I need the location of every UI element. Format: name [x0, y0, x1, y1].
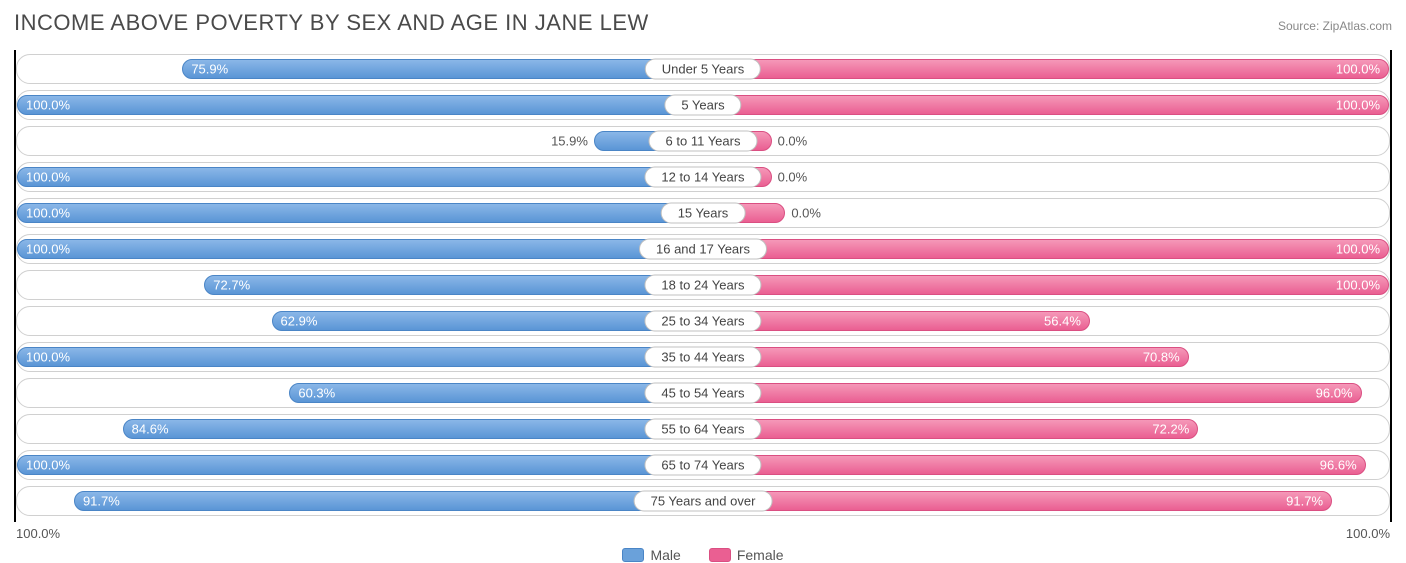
- male-bar: 100.0%: [17, 203, 703, 223]
- male-value-label: 62.9%: [281, 314, 318, 329]
- female-bar: 70.8%: [703, 347, 1189, 367]
- category-label: Under 5 Years: [645, 59, 761, 80]
- male-swatch-icon: [622, 548, 644, 562]
- female-swatch-icon: [709, 548, 731, 562]
- male-bar: 84.6%: [123, 419, 703, 439]
- category-label: 5 Years: [664, 95, 741, 116]
- male-bar: 91.7%: [74, 491, 703, 511]
- male-value-label: 100.0%: [26, 98, 70, 113]
- chart-row: 100.0% 100.0% 16 and 17 Years: [16, 234, 1390, 264]
- female-value-label: 72.2%: [1152, 422, 1189, 437]
- female-value-label: 96.6%: [1320, 458, 1357, 473]
- male-value-label: 91.7%: [83, 494, 120, 509]
- female-value-label: 91.7%: [1286, 494, 1323, 509]
- male-value-label: 100.0%: [26, 170, 70, 185]
- female-value-label: 0.0%: [778, 134, 808, 149]
- male-value-label: 100.0%: [26, 206, 70, 221]
- female-value-label: 0.0%: [778, 170, 808, 185]
- chart-row: 15.9% 0.0% 6 to 11 Years: [16, 126, 1390, 156]
- male-bar: 72.7%: [204, 275, 703, 295]
- male-bar: 100.0%: [17, 167, 703, 187]
- female-bar: 100.0%: [703, 59, 1389, 79]
- chart-row: 100.0% 96.6% 65 to 74 Years: [16, 450, 1390, 480]
- chart-area: 75.9% 100.0% Under 5 Years 100.0% 100.0% 5 Ye…: [14, 50, 1392, 522]
- chart-row: 60.3% 96.0% 45 to 54 Years: [16, 378, 1390, 408]
- axis-right-label: 100.0%: [1346, 526, 1390, 541]
- male-value-label: 75.9%: [191, 62, 228, 77]
- female-bar: 100.0%: [703, 275, 1389, 295]
- legend-female-label: Female: [737, 547, 784, 563]
- female-value-label: 100.0%: [1336, 278, 1380, 293]
- male-value-label: 84.6%: [132, 422, 169, 437]
- legend-female: Female: [709, 547, 784, 563]
- female-value-label: 0.0%: [791, 206, 821, 221]
- female-bar: 100.0%: [703, 95, 1389, 115]
- chart-row: 100.0% 0.0% 12 to 14 Years: [16, 162, 1390, 192]
- category-label: 18 to 24 Years: [644, 275, 761, 296]
- chart-row: 100.0% 0.0% 15 Years: [16, 198, 1390, 228]
- chart-row: 100.0% 70.8% 35 to 44 Years: [16, 342, 1390, 372]
- male-bar: 75.9%: [182, 59, 703, 79]
- female-bar: 91.7%: [703, 491, 1332, 511]
- category-label: 45 to 54 Years: [644, 383, 761, 404]
- female-value-label: 100.0%: [1336, 242, 1380, 257]
- category-label: 16 and 17 Years: [639, 239, 767, 260]
- axis-row: 100.0% 100.0%: [14, 522, 1392, 541]
- male-bar: 100.0%: [17, 455, 703, 475]
- female-value-label: 100.0%: [1336, 98, 1380, 113]
- female-bar: 72.2%: [703, 419, 1198, 439]
- male-value-label: 100.0%: [26, 242, 70, 257]
- legend-male-label: Male: [650, 547, 680, 563]
- chart-row: 100.0% 100.0% 5 Years: [16, 90, 1390, 120]
- category-label: 75 Years and over: [634, 491, 773, 512]
- chart-row: 72.7% 100.0% 18 to 24 Years: [16, 270, 1390, 300]
- legend: Male Female: [14, 547, 1392, 563]
- female-bar: 96.0%: [703, 383, 1362, 403]
- female-bar: 96.6%: [703, 455, 1366, 475]
- male-bar: 100.0%: [17, 239, 703, 259]
- male-value-label: 72.7%: [213, 278, 250, 293]
- male-value-label: 15.9%: [551, 134, 588, 149]
- category-label: 55 to 64 Years: [644, 419, 761, 440]
- female-bar: 100.0%: [703, 239, 1389, 259]
- chart-row: 91.7% 91.7% 75 Years and over: [16, 486, 1390, 516]
- category-label: 12 to 14 Years: [644, 167, 761, 188]
- chart-row: 62.9% 56.4% 25 to 34 Years: [16, 306, 1390, 336]
- male-value-label: 60.3%: [298, 386, 335, 401]
- female-value-label: 96.0%: [1316, 386, 1353, 401]
- male-bar: 100.0%: [17, 95, 703, 115]
- category-label: 6 to 11 Years: [649, 131, 758, 152]
- legend-male: Male: [622, 547, 680, 563]
- chart-row: 84.6% 72.2% 55 to 64 Years: [16, 414, 1390, 444]
- male-bar: 100.0%: [17, 347, 703, 367]
- category-label: 15 Years: [661, 203, 746, 224]
- chart-row: 75.9% 100.0% Under 5 Years: [16, 54, 1390, 84]
- male-value-label: 100.0%: [26, 350, 70, 365]
- female-value-label: 56.4%: [1044, 314, 1081, 329]
- male-value-label: 100.0%: [26, 458, 70, 473]
- source-label: Source: ZipAtlas.com: [1278, 19, 1392, 33]
- category-label: 25 to 34 Years: [644, 311, 761, 332]
- chart-title: INCOME ABOVE POVERTY BY SEX AND AGE IN J…: [14, 10, 649, 36]
- male-bar: 60.3%: [289, 383, 703, 403]
- axis-left-label: 100.0%: [16, 526, 60, 541]
- category-label: 65 to 74 Years: [644, 455, 761, 476]
- female-value-label: 70.8%: [1143, 350, 1180, 365]
- female-value-label: 100.0%: [1336, 62, 1380, 77]
- male-bar: 62.9%: [272, 311, 703, 331]
- category-label: 35 to 44 Years: [644, 347, 761, 368]
